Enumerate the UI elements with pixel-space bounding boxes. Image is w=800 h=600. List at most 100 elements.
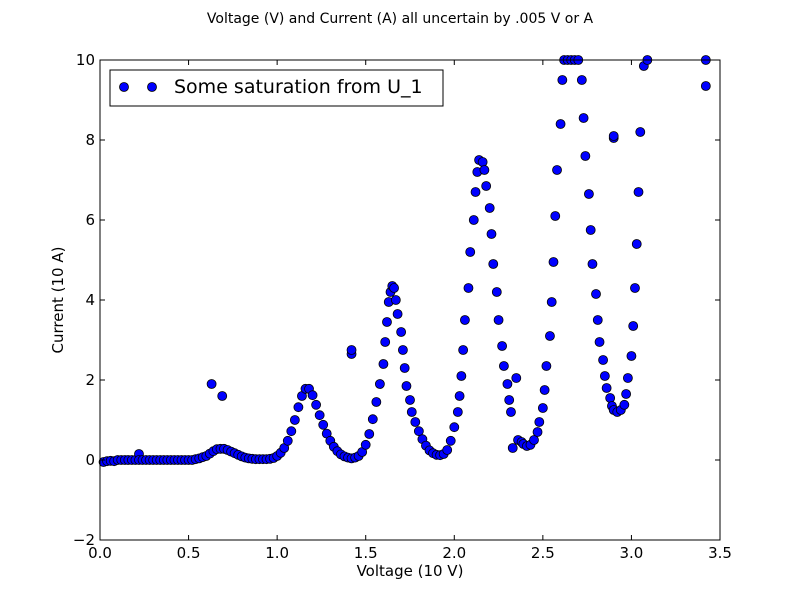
data-point (477, 157, 488, 167)
y-tick-label: −2 (73, 531, 95, 549)
x-tick-label: 0.0 (88, 544, 112, 562)
data-point (576, 75, 587, 85)
data-point (442, 445, 453, 455)
data-point (591, 289, 601, 299)
data-point (456, 371, 467, 381)
data-point (539, 385, 550, 395)
data-point (534, 417, 545, 427)
x-tick-label: 2.5 (531, 544, 555, 562)
data-point (454, 391, 465, 401)
data-point (504, 395, 515, 405)
data-point (468, 215, 479, 225)
data-point (511, 373, 522, 383)
data-point (371, 397, 382, 407)
y-axis-label: Current (10 A) (49, 247, 67, 354)
legend-label: Some saturation from U_1 (174, 76, 423, 98)
plot-frame (99, 59, 721, 541)
data-point (311, 399, 322, 410)
data-point (401, 381, 412, 391)
data-point (318, 419, 329, 430)
data-points (98, 55, 711, 467)
data-point (484, 203, 495, 213)
data-point (584, 189, 594, 199)
data-point (529, 435, 539, 445)
data-point (585, 225, 596, 235)
data-point (282, 435, 293, 446)
chart-title: Voltage (V) and Current (A) all uncertai… (207, 11, 594, 27)
data-point (635, 127, 646, 137)
data-point (374, 379, 385, 389)
legend: Some saturation from U_1 (109, 69, 444, 107)
data-point (380, 337, 391, 347)
data-point (458, 345, 469, 355)
data-point (599, 371, 610, 381)
axis-ticks: 0.0 0.5 1.0 1.5 2.0 2.5 3.0 3.5 −2 0 2 4 6 8 10 (73, 51, 732, 562)
data-point (626, 351, 637, 361)
y-tick-label: 6 (85, 211, 95, 229)
data-point (406, 407, 417, 417)
data-point (392, 309, 403, 319)
y-tick-label: 4 (85, 291, 95, 309)
data-point (598, 355, 608, 365)
data-point (601, 383, 612, 393)
data-point (557, 75, 568, 85)
y-tick-label: 2 (85, 371, 95, 389)
x-tick-label: 0.5 (177, 544, 201, 562)
data-point (580, 151, 591, 161)
data-point (633, 187, 644, 197)
data-point (405, 395, 415, 405)
x-tick-label: 1.0 (265, 544, 289, 562)
data-point (481, 181, 492, 191)
plot-area (100, 60, 720, 540)
data-point (360, 439, 371, 450)
data-point (346, 345, 357, 355)
data-point (460, 315, 470, 325)
data-point (479, 165, 490, 175)
data-point (398, 345, 408, 355)
data-point (307, 390, 318, 401)
legend-marker (147, 82, 157, 92)
data-point (532, 427, 543, 437)
data-point (364, 429, 375, 439)
data-point (608, 131, 619, 141)
data-point (555, 119, 566, 129)
y-tick-label: 8 (85, 131, 95, 149)
data-point (631, 239, 642, 249)
data-point (488, 259, 499, 269)
data-point (390, 295, 401, 305)
x-tick-label: 1.5 (354, 544, 378, 562)
data-point (550, 211, 561, 221)
data-point (594, 337, 605, 347)
data-point (452, 407, 463, 417)
data-point (465, 247, 476, 257)
y-tick-label: 10 (76, 51, 95, 69)
data-point (286, 426, 297, 437)
data-point (548, 257, 559, 267)
data-point (449, 422, 460, 433)
data-point (502, 379, 513, 389)
data-point (382, 317, 392, 327)
legend-marker (119, 82, 129, 92)
data-point (546, 297, 557, 307)
data-point (367, 414, 378, 425)
data-point (507, 443, 518, 453)
data-point (217, 391, 228, 401)
data-point (413, 426, 424, 437)
data-point (587, 259, 598, 269)
data-point (289, 415, 300, 425)
data-point (410, 417, 421, 427)
x-tick-label: 2.0 (442, 544, 466, 562)
data-point (396, 327, 407, 337)
data-point (622, 373, 633, 383)
data-point (491, 287, 502, 297)
data-point (628, 321, 639, 331)
data-point (463, 283, 474, 293)
data-point (578, 113, 589, 123)
x-axis-label: Voltage (10 V) (357, 562, 464, 580)
data-point (493, 315, 504, 325)
data-point (630, 283, 640, 293)
data-point (470, 187, 481, 197)
data-point (378, 359, 389, 369)
legend-box (109, 69, 444, 107)
